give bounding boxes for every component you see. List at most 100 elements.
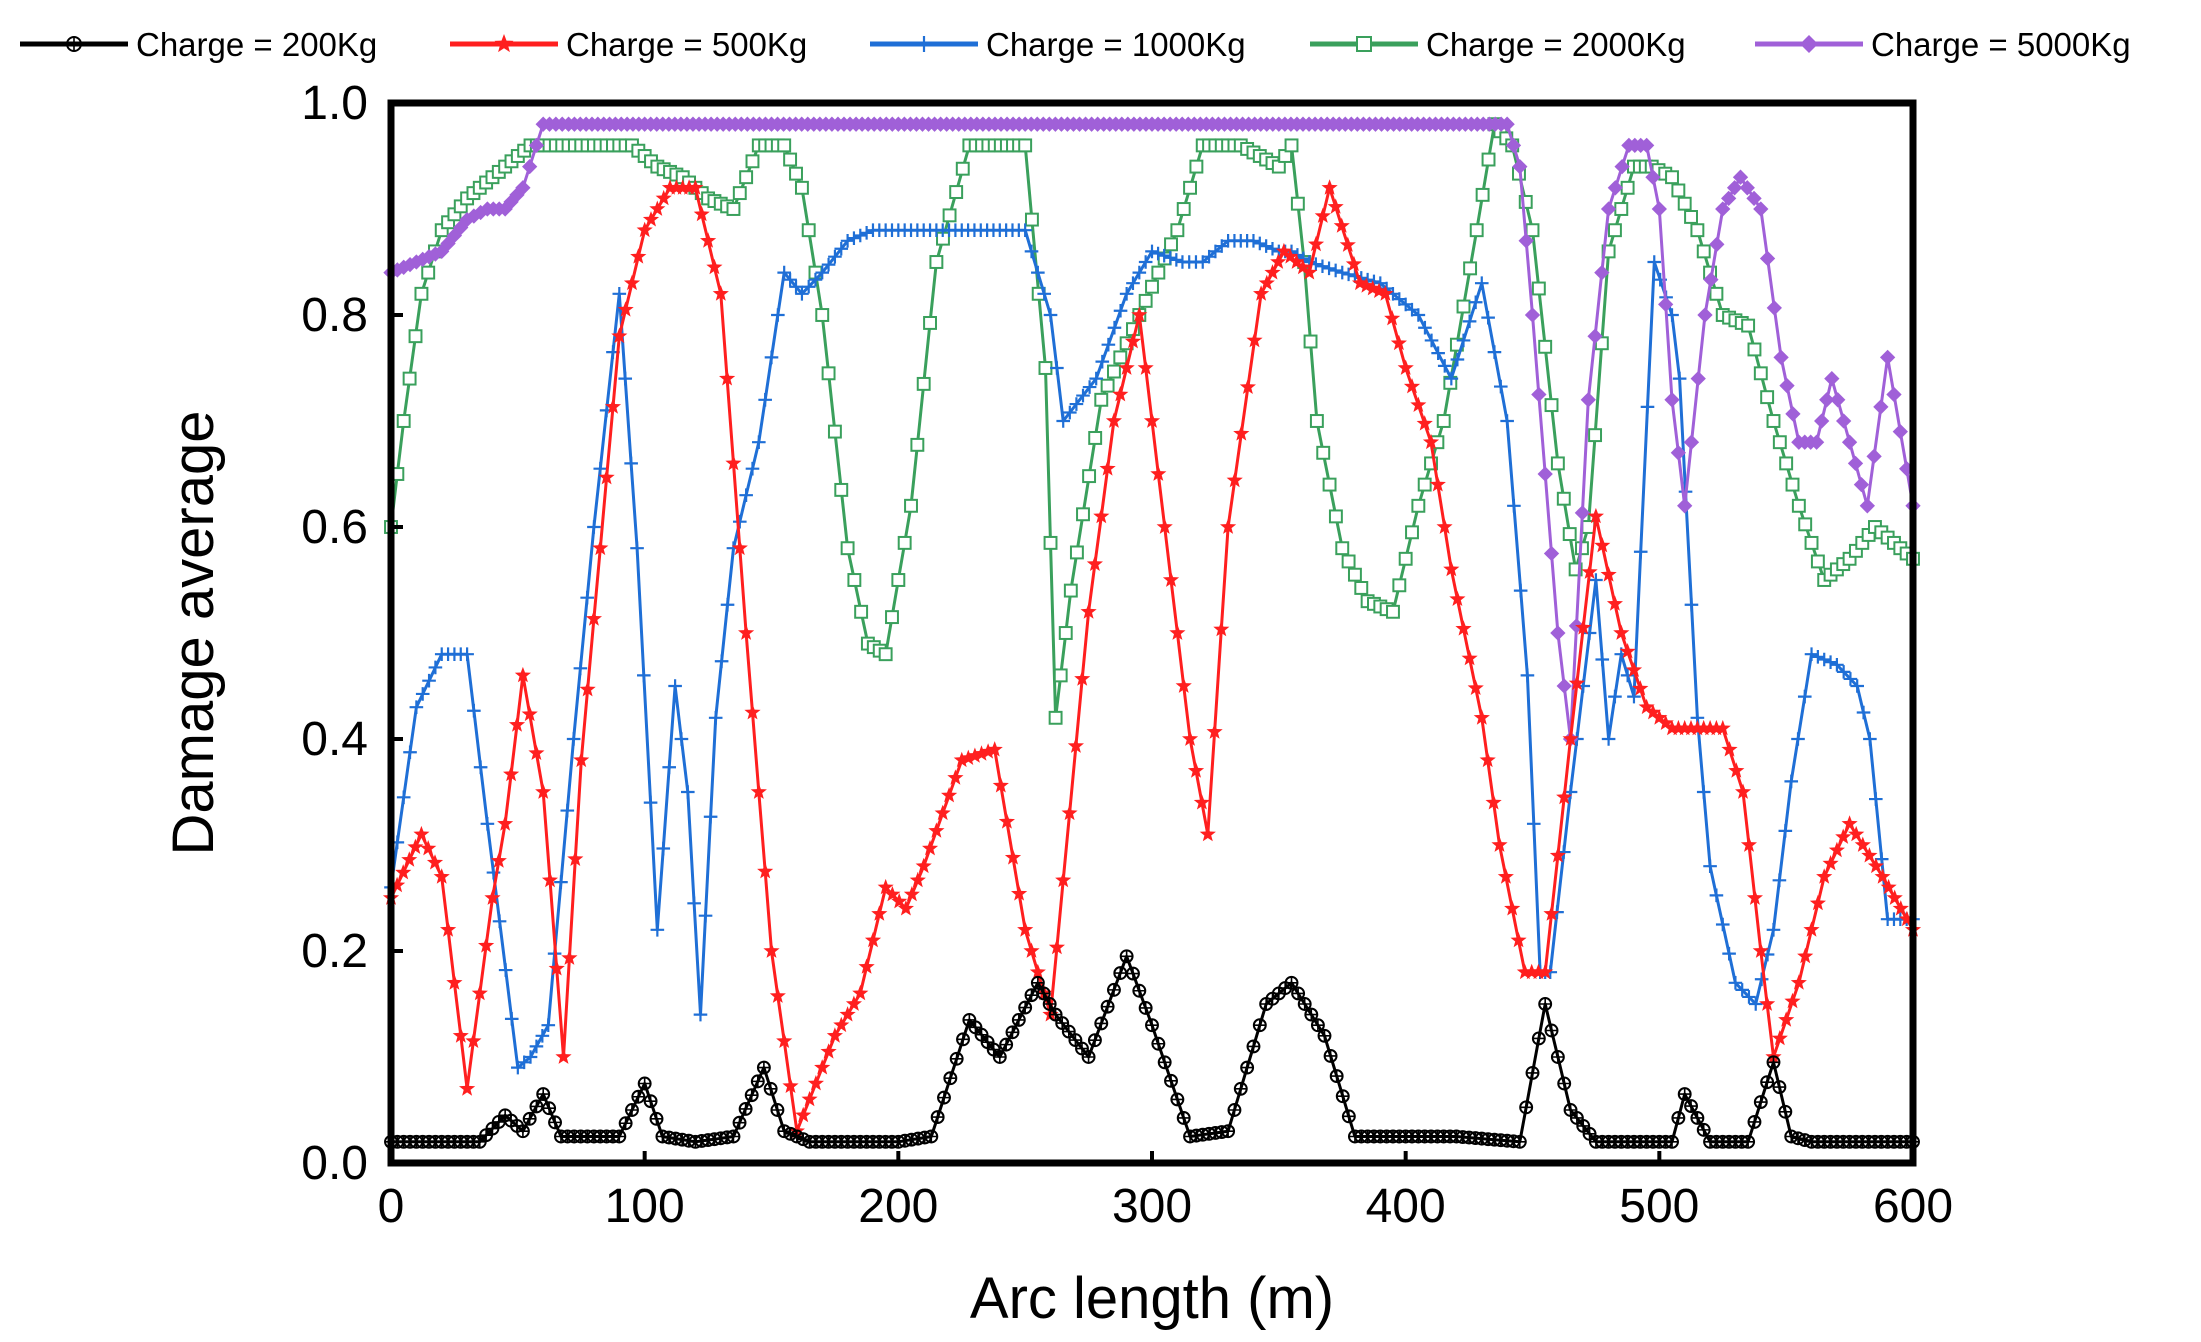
data-point: [1645, 169, 1661, 185]
data-point: [771, 308, 785, 322]
data-point: [674, 732, 689, 746]
data-point: [949, 1051, 964, 1066]
data-point: [1220, 518, 1237, 534]
data-point: [1043, 308, 1058, 322]
data-point: [1520, 668, 1535, 683]
data-point: [1221, 1124, 1236, 1139]
data-point: [535, 1029, 550, 1043]
data-point: [1747, 342, 1762, 357]
data-point: [1500, 414, 1514, 428]
data-point: [1746, 889, 1763, 905]
data-point: [1695, 719, 1712, 736]
data-point: [726, 202, 741, 216]
data-point: [498, 963, 513, 977]
data-point: [1335, 541, 1350, 556]
data-point: [612, 287, 627, 301]
data-point: [630, 248, 647, 264]
data-point: [1771, 1030, 1788, 1046]
data-point: [1778, 1011, 1795, 1027]
data-point: [1132, 265, 1147, 280]
data-point: [1556, 788, 1573, 805]
data-point: [1808, 434, 1825, 450]
legend-marker: [66, 36, 82, 52]
data-point: [1785, 406, 1801, 422]
data-point: [1018, 138, 1033, 153]
data-point: [1759, 995, 1776, 1011]
data-point: [1892, 900, 1909, 916]
data-point: [750, 1074, 765, 1089]
data-point: [1684, 210, 1698, 224]
data-point: [402, 371, 417, 386]
data-point: [1841, 815, 1858, 831]
data-point: [801, 279, 816, 294]
data-point: [1600, 566, 1617, 582]
data-point: [1170, 1092, 1185, 1107]
data-point: [1328, 509, 1343, 524]
data-point: [992, 1050, 1007, 1064]
data-point: [1397, 359, 1414, 375]
data-point: [389, 876, 406, 893]
data-point: [631, 1089, 646, 1104]
data-point: [1854, 836, 1871, 852]
data-point: [1817, 652, 1832, 667]
data-point: [1042, 997, 1057, 1011]
data-point: [1443, 560, 1460, 577]
data-point: [1728, 762, 1745, 778]
data-point: [1639, 137, 1655, 154]
data-point: [1784, 774, 1799, 789]
data-point: [396, 790, 411, 805]
data-point: [1563, 1103, 1578, 1117]
data-point: [542, 1101, 557, 1116]
legend-item: Charge = 500Kg: [450, 26, 807, 63]
data-point: [1087, 1033, 1102, 1048]
data-point: [1029, 963, 1046, 980]
data-point: [1620, 668, 1635, 683]
data-point: [1683, 434, 1700, 450]
data-point: [1594, 537, 1611, 553]
data-point: [642, 211, 660, 227]
data-point: [1850, 679, 1864, 693]
data-point: [1607, 180, 1624, 196]
data-point: [949, 185, 964, 199]
data-point: [668, 179, 685, 195]
data-point: [956, 1032, 970, 1047]
data-point: [1828, 841, 1845, 858]
data-point: [1347, 567, 1362, 582]
data-point: [1665, 1134, 1679, 1149]
data-point: [783, 272, 797, 287]
data-point: [1742, 990, 1756, 1004]
data-point: [1187, 762, 1205, 778]
data-point: [1601, 732, 1616, 746]
data-point: [1549, 847, 1566, 863]
data-point: [467, 703, 481, 718]
data-point: [1410, 396, 1427, 412]
data-point: [1284, 975, 1299, 990]
data-point: [1473, 709, 1490, 725]
data-point: [1157, 248, 1171, 263]
data-point: [1151, 246, 1165, 261]
data-point: [1354, 581, 1369, 595]
data-point: [1518, 194, 1533, 209]
data-point: [1562, 527, 1577, 542]
data-point: [623, 274, 641, 291]
data-point: [1076, 507, 1090, 522]
data-point: [1690, 223, 1705, 238]
data-point: [1550, 456, 1565, 471]
data-point: [903, 886, 920, 902]
legend-label: Charge = 200Kg: [136, 26, 377, 63]
data-point: [891, 893, 908, 909]
data-point: [593, 461, 608, 476]
data-point: [1766, 300, 1782, 316]
data-point: [1824, 370, 1840, 387]
data-point: [764, 350, 779, 365]
data-point: [541, 1018, 556, 1032]
data-point: [1651, 201, 1667, 217]
data-point: [732, 1115, 747, 1130]
data-point: [1031, 265, 1045, 280]
data-point: [834, 482, 849, 497]
data-point: [1816, 868, 1833, 884]
data-point: [1568, 674, 1585, 691]
data-point: [1715, 917, 1730, 932]
data-point: [1740, 836, 1757, 852]
data-point: [1345, 255, 1362, 271]
